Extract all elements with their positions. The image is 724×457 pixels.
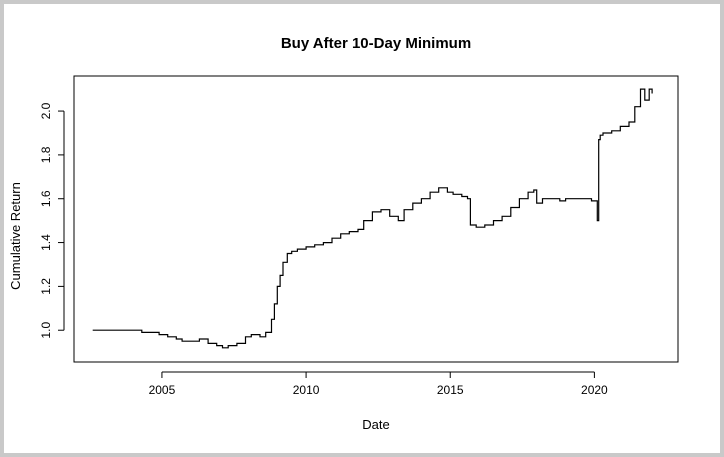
y-tick-label: 2.0 — [39, 102, 53, 119]
x-tick-label: 2005 — [149, 383, 176, 397]
y-tick-label: 1.4 — [39, 234, 53, 251]
plot-area-box — [73, 75, 679, 363]
x-axis: 2005 2010 2015 2020 — [149, 371, 608, 397]
x-axis-label: Date — [362, 417, 389, 432]
chart-title: Buy After 10-Day Minimum — [281, 35, 471, 52]
y-tick-label: 1.0 — [39, 322, 53, 339]
y-tick-label: 1.6 — [39, 190, 53, 207]
series-layer — [92, 88, 653, 349]
y-tick-label: 1.8 — [39, 146, 53, 163]
x-tick-label: 2015 — [437, 383, 464, 397]
x-tick-label: 2010 — [293, 383, 320, 397]
y-axis: 1.0 1.2 1.4 1.6 1.8 2.0 — [39, 102, 65, 339]
y-tick-label: 1.2 — [39, 278, 53, 295]
x-tick-label: 2020 — [581, 383, 608, 397]
series-line — [92, 88, 653, 349]
y-axis-label: Cumulative Return — [8, 182, 23, 290]
